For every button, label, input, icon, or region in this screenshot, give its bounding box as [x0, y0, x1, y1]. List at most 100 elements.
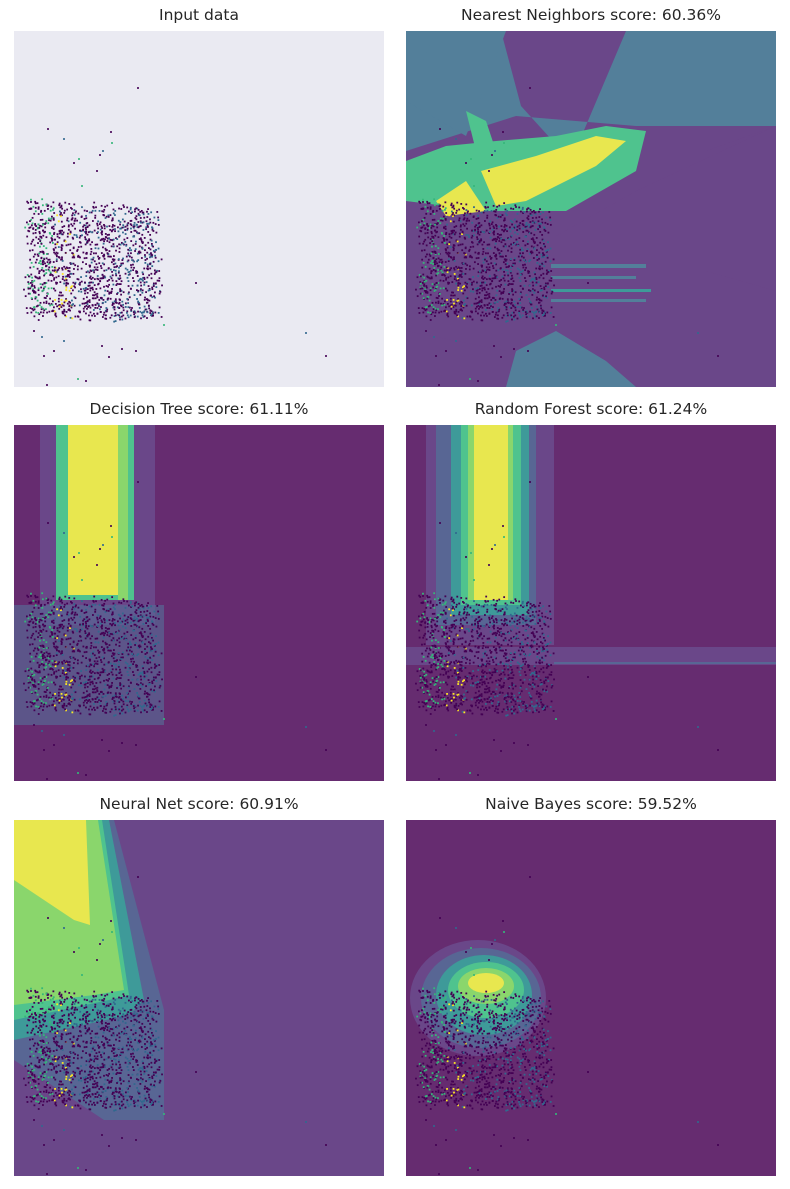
data-point — [524, 311, 527, 313]
data-point — [495, 311, 498, 314]
data-point — [459, 309, 462, 311]
data-point — [477, 380, 479, 382]
data-point — [122, 656, 124, 659]
data-point — [482, 211, 485, 214]
data-point — [69, 695, 72, 698]
data-point — [107, 214, 110, 217]
data-point — [455, 225, 458, 228]
data-point — [444, 655, 447, 657]
data-point — [424, 599, 427, 602]
data-point — [546, 705, 549, 708]
data-point — [110, 684, 113, 687]
data-point — [53, 704, 56, 707]
data-point — [83, 224, 86, 227]
data-point — [139, 237, 142, 240]
data-point — [432, 263, 434, 265]
data-point — [60, 220, 63, 223]
data-point — [535, 310, 538, 313]
data-point — [101, 262, 104, 265]
data-point — [86, 682, 89, 684]
data-point — [520, 273, 523, 276]
data-point — [473, 206, 475, 209]
data-point — [146, 263, 149, 266]
data-point — [48, 266, 51, 269]
data-point — [422, 297, 425, 300]
data-point — [503, 225, 506, 228]
data-point — [488, 269, 491, 271]
data-point — [130, 266, 133, 269]
data-point — [85, 611, 88, 614]
data-point — [487, 268, 489, 271]
data-point — [510, 234, 513, 237]
data-point — [124, 240, 127, 243]
data-point — [52, 225, 55, 228]
data-point — [135, 601, 138, 604]
data-point — [148, 299, 151, 302]
data-point — [80, 230, 83, 232]
data-point — [524, 277, 526, 279]
data-point — [140, 317, 142, 320]
data-point — [479, 300, 481, 303]
data-point — [493, 233, 495, 236]
data-point — [453, 226, 456, 228]
data-point — [522, 224, 525, 227]
data-point — [423, 276, 426, 279]
data-point — [145, 685, 147, 688]
data-point — [514, 656, 516, 659]
data-point — [88, 632, 91, 635]
data-point — [456, 661, 459, 664]
data-point — [96, 296, 99, 299]
data-point — [96, 671, 99, 674]
data-point — [461, 262, 464, 264]
data-point — [148, 274, 151, 277]
data-point — [500, 237, 503, 240]
data-point — [61, 667, 64, 669]
data-point — [65, 315, 67, 318]
data-point — [423, 308, 426, 310]
data-point — [94, 293, 97, 296]
data-point — [49, 603, 52, 606]
data-point — [65, 284, 68, 287]
data-point — [490, 299, 493, 301]
data-point — [541, 642, 544, 645]
data-point — [71, 304, 73, 307]
data-point — [477, 287, 480, 289]
data-point — [325, 355, 327, 357]
data-point — [539, 606, 542, 609]
data-point — [516, 267, 519, 270]
data-point — [476, 227, 479, 229]
data-point — [127, 259, 130, 262]
data-point — [114, 622, 116, 624]
data-point — [485, 623, 488, 626]
data-point — [126, 622, 129, 625]
data-point — [30, 595, 32, 597]
data-point — [147, 635, 150, 638]
data-point — [90, 258, 93, 261]
data-point — [103, 240, 105, 243]
data-point — [83, 651, 86, 654]
data-point — [545, 216, 548, 219]
data-point — [510, 302, 512, 305]
data-point — [488, 295, 491, 298]
decision-region — [551, 299, 646, 302]
data-point — [86, 270, 89, 273]
data-point — [130, 252, 132, 255]
data-point — [112, 622, 115, 625]
data-point — [77, 709, 80, 712]
data-point — [430, 670, 433, 673]
data-point — [519, 292, 522, 295]
data-point — [419, 229, 422, 232]
data-point — [497, 314, 499, 317]
data-point — [74, 621, 76, 624]
data-point — [43, 281, 46, 284]
data-point — [518, 600, 521, 603]
data-point — [486, 216, 489, 219]
data-point — [61, 267, 64, 270]
data-point — [102, 301, 104, 304]
data-point — [455, 673, 458, 676]
data-point — [92, 646, 95, 649]
data-point — [73, 268, 75, 270]
data-point — [43, 703, 46, 706]
data-point — [58, 698, 61, 700]
data-point — [518, 704, 521, 707]
